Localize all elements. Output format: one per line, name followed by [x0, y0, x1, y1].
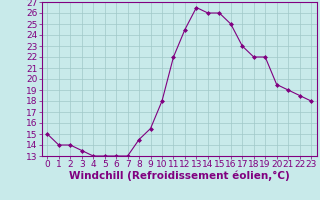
X-axis label: Windchill (Refroidissement éolien,°C): Windchill (Refroidissement éolien,°C) [69, 171, 290, 181]
